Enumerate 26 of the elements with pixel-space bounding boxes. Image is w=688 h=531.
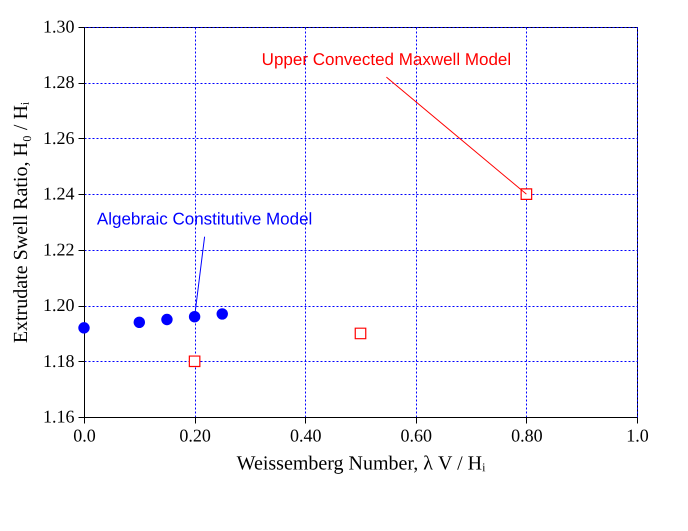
x-tick-label: 0.20 — [179, 426, 211, 446]
point — [354, 328, 366, 340]
point — [78, 322, 90, 334]
point — [520, 188, 532, 200]
x-axis-title: Weissemberg Number, λ V / Hᵢ — [236, 452, 486, 474]
y-tick-label: 1.28 — [43, 72, 74, 92]
x-tick-label: 1.0 — [626, 426, 649, 446]
x-tick-label: 0.40 — [290, 426, 322, 446]
point — [188, 355, 200, 368]
y-tick-label: 1.30 — [43, 16, 74, 36]
y-axis-title: Extrudate Swell Ratio, H₀ / Hᵢ — [10, 101, 32, 344]
x-tick-label: 0.80 — [511, 426, 543, 446]
x-tick-label: 0.60 — [400, 426, 432, 446]
point — [216, 308, 228, 320]
y-tick-label: 1.20 — [43, 295, 74, 316]
point — [161, 314, 173, 326]
point — [134, 316, 145, 328]
y-tick-label: 1.22 — [43, 239, 74, 260]
y-tick-label: 1.16 — [43, 406, 74, 426]
y-tick-label: 1.24 — [43, 184, 74, 204]
annotation: Upper Convected Maxwell Model — [262, 50, 512, 70]
annotation: Algebraic Constitutive Model — [96, 210, 312, 229]
x-tick-label: 0.0 — [73, 426, 96, 446]
y-tick-label: 1.18 — [43, 350, 74, 371]
y-tick-label: 1.26 — [43, 128, 74, 148]
point — [188, 311, 200, 322]
